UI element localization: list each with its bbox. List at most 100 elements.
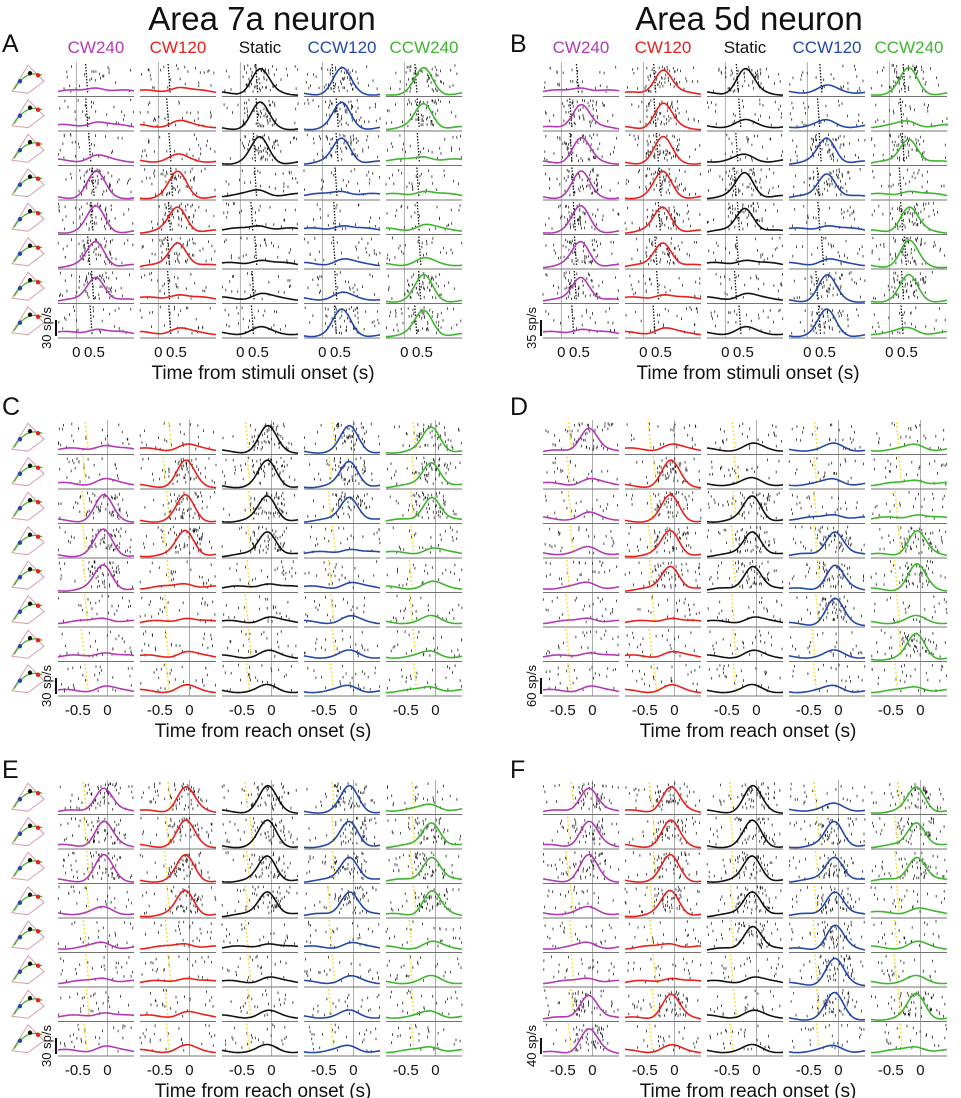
- trajectory-dot: [17, 251, 23, 256]
- psth-curve: [870, 562, 948, 592]
- trajectory-dot: [27, 105, 33, 110]
- raster-cell: [788, 952, 866, 988]
- raster-cell: [542, 780, 620, 815]
- spike-raster: [712, 782, 781, 810]
- psth-curve: [706, 855, 784, 883]
- spike-raster: [879, 526, 947, 555]
- psth-curve: [706, 1009, 784, 1019]
- raster-cell: [624, 234, 702, 270]
- cue-marker: [246, 456, 251, 486]
- psth-curve: [542, 977, 620, 985]
- spike-raster: [545, 203, 620, 231]
- spike-raster: [139, 851, 210, 880]
- reach-marker: [569, 98, 573, 128]
- raster-cell: [624, 489, 702, 524]
- trajectory-dot: [35, 245, 41, 250]
- cue-marker: [570, 988, 575, 1018]
- psth-curve: [624, 942, 702, 950]
- psth-curve: [385, 190, 463, 197]
- trajectory-dot: [27, 243, 33, 248]
- spike-raster: [141, 133, 216, 162]
- reach-marker: [738, 98, 742, 128]
- raster-cell: [788, 987, 866, 1022]
- psth-curve: [386, 1046, 463, 1054]
- psth-curve: [139, 977, 217, 984]
- raster-cell: [624, 780, 702, 815]
- raster-cell: [139, 165, 217, 201]
- raster-cell: [221, 62, 298, 97]
- trajectory-dot: [35, 73, 41, 78]
- target-outline: [11, 989, 45, 1019]
- trajectory-dot: [35, 569, 41, 574]
- spike-raster: [709, 458, 780, 485]
- target-outline: [11, 491, 45, 521]
- psth-curve: [870, 529, 948, 557]
- x-tick-label: -0.5: [229, 702, 255, 719]
- panel-C: C -0.5 0 -0.5 0 -0.5 0 -0.5 0 -0.5 0 Time from reac…: [2, 393, 463, 742]
- spike-raster: [631, 236, 697, 266]
- raster-cell: [706, 200, 784, 235]
- x-tick-label: 0: [752, 702, 760, 719]
- target-outline: [11, 560, 45, 590]
- trajectory-dot: [17, 678, 23, 683]
- raster-cell: [542, 592, 620, 628]
- spike-raster: [789, 99, 864, 128]
- trajectory-dot: [35, 107, 41, 112]
- trajectory-dot: [27, 961, 33, 966]
- psth-curve: [385, 461, 462, 489]
- spike-raster: [386, 236, 463, 264]
- raster-cell: [706, 883, 783, 919]
- spike-raster: [60, 1023, 132, 1053]
- raster-cell: [57, 200, 135, 235]
- raster-cell: [871, 303, 948, 339]
- raster-cell: [57, 558, 135, 593]
- raster-cell: [221, 489, 299, 524]
- trajectory-dot: [35, 176, 41, 181]
- raster-cell: [788, 96, 866, 132]
- cue-marker: [648, 628, 654, 658]
- raster-cell: [542, 558, 620, 593]
- psth-curve: [624, 443, 702, 452]
- psth-curve: [221, 292, 299, 301]
- condition-header: CW120: [635, 38, 692, 57]
- raster-cell: [542, 454, 620, 490]
- psth-curve: [624, 683, 702, 694]
- psth-curve: [57, 204, 135, 234]
- psth-curve: [542, 820, 620, 848]
- spike-raster: [223, 202, 298, 231]
- spike-raster: [59, 98, 134, 127]
- target-outline: [11, 885, 45, 916]
- psth-curve: [57, 121, 135, 128]
- trajectory-dot: [27, 463, 33, 468]
- panel-D: D -0.5 0 -0.5 0 -0.5 0 -0.5 0 -0.5 0 Time from reac…: [510, 393, 948, 742]
- raster-cell: [788, 883, 866, 919]
- spike-raster: [788, 457, 864, 484]
- cue-marker: [166, 885, 171, 915]
- trajectory-dot: [17, 1004, 23, 1009]
- raster-cell: [139, 592, 217, 628]
- direction-icon: [11, 491, 45, 521]
- x-axis-label: Time from reach onset (s): [640, 1081, 857, 1098]
- cue-marker: [331, 421, 337, 451]
- target-outline: [11, 663, 45, 694]
- raster-cell: [870, 918, 948, 953]
- trajectory-dot: [35, 314, 41, 319]
- trajectory-dot: [35, 603, 41, 608]
- spike-raster: [874, 595, 948, 624]
- x-tick-label: 0.5: [248, 344, 269, 361]
- raster-cell: [706, 592, 784, 628]
- psth-curve: [139, 1043, 217, 1054]
- psth-curve: [385, 803, 463, 812]
- raster-cell: [303, 849, 380, 884]
- raster-cell: [303, 523, 381, 559]
- raster-cell: [624, 952, 702, 988]
- cue-marker: [893, 954, 898, 984]
- spike-raster: [545, 664, 616, 692]
- psth-curve: [303, 496, 380, 523]
- psth-curve: [706, 683, 784, 694]
- spike-raster: [629, 274, 701, 299]
- spike-raster: [390, 630, 463, 658]
- cue-marker: [408, 559, 414, 589]
- x-tick-label: 0: [916, 1062, 924, 1079]
